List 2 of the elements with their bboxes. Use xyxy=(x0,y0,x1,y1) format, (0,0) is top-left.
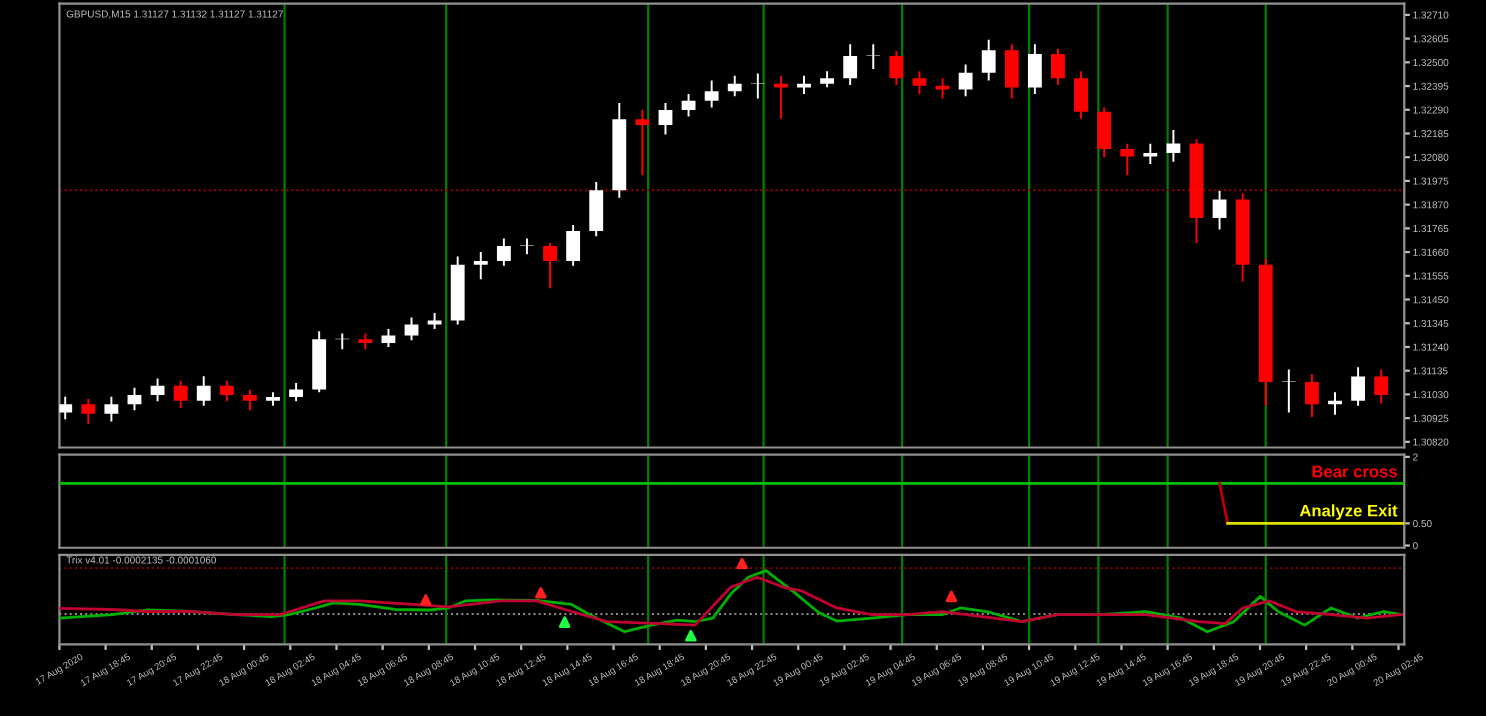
annotation: Analyze Exit xyxy=(1299,504,1398,520)
annotation: Bear cross xyxy=(1312,465,1397,478)
